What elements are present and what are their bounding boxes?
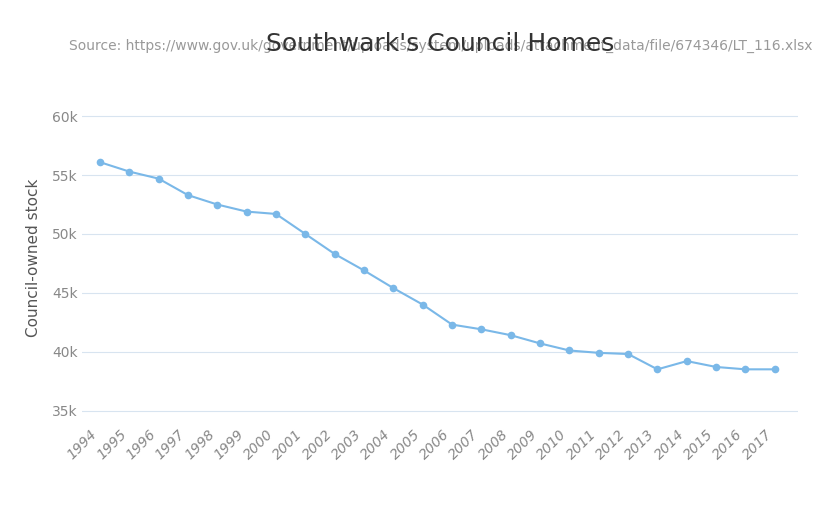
Y-axis label: Council-owned stock: Council-owned stock (26, 178, 40, 337)
Text: Source: https://www.gov.uk/government/uploads/system/uploads/attachment_data/fil: Source: https://www.gov.uk/government/up… (68, 39, 812, 53)
Title: Southwark's Council Homes: Southwark's Council Homes (266, 32, 615, 56)
